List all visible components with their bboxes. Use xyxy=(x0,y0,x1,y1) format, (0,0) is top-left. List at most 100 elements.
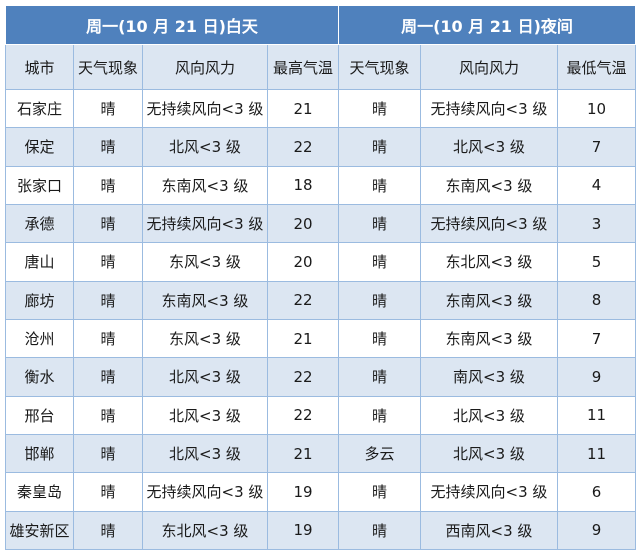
table-cell: 无持续风向<3 级 xyxy=(420,88,558,129)
table-cell: 晴 xyxy=(73,357,143,397)
column-header: 风向风力 xyxy=(420,44,558,90)
table-cell: 南风<3 级 xyxy=(420,357,558,397)
table-cell: 9 xyxy=(557,357,636,397)
table-cell: 东南风<3 级 xyxy=(420,318,558,359)
table-cell: 无持续风向<3 级 xyxy=(142,88,268,129)
table-cell: 晴 xyxy=(73,88,143,129)
table-cell: 晴 xyxy=(73,433,143,474)
table-cell: 北风<3 级 xyxy=(142,357,268,397)
table-cell: 邯郸 xyxy=(5,433,74,474)
column-header: 最低气温 xyxy=(557,44,636,90)
table-cell: 石家庄 xyxy=(5,88,74,129)
table-cell: 衡水 xyxy=(5,357,74,397)
day-title: 周一(10 月 21 日)白天 xyxy=(5,5,339,45)
table-cell: 22 xyxy=(267,357,339,397)
table-cell: 晴 xyxy=(338,242,421,282)
table-cell: 东南风<3 级 xyxy=(420,165,558,205)
table-cell: 晴 xyxy=(73,280,143,320)
table-cell: 晴 xyxy=(338,510,421,551)
table-cell: 北风<3 级 xyxy=(142,433,268,474)
table-cell: 晴 xyxy=(338,472,421,512)
column-header: 天气现象 xyxy=(338,44,421,90)
table-cell: 11 xyxy=(557,433,636,474)
table-cell: 廊坊 xyxy=(5,280,74,320)
column-header: 风向风力 xyxy=(142,44,268,90)
table-cell: 晴 xyxy=(73,242,143,282)
table-cell: 雄安新区 xyxy=(5,510,74,551)
table-cell: 无持续风向<3 级 xyxy=(420,472,558,512)
table-cell: 晴 xyxy=(338,165,421,205)
table-cell: 晴 xyxy=(73,472,143,512)
table-cell: 秦皇岛 xyxy=(5,472,74,512)
column-header: 最高气温 xyxy=(267,44,339,90)
table-cell: 10 xyxy=(557,88,636,129)
table-cell: 20 xyxy=(267,203,339,244)
table-cell: 多云 xyxy=(338,433,421,474)
table-cell: 东风<3 级 xyxy=(142,318,268,359)
night-title: 周一(10 月 21 日)夜间 xyxy=(338,5,636,45)
table-cell: 无持续风向<3 级 xyxy=(142,472,268,512)
table-cell: 晴 xyxy=(338,318,421,359)
table-cell: 晴 xyxy=(338,88,421,129)
table-cell: 3 xyxy=(557,203,636,244)
table-cell: 北风<3 级 xyxy=(420,395,558,435)
table-cell: 22 xyxy=(267,280,339,320)
table-cell: 西南风<3 级 xyxy=(420,510,558,551)
table-cell: 7 xyxy=(557,318,636,359)
table-cell: 北风<3 级 xyxy=(142,395,268,435)
table-cell: 东南风<3 级 xyxy=(420,280,558,320)
table-cell: 21 xyxy=(267,318,339,359)
table-cell: 22 xyxy=(267,127,339,167)
table-cell: 22 xyxy=(267,395,339,435)
table-cell: 18 xyxy=(267,165,339,205)
weather-table: 周一(10 月 21 日)白天 周一(10 月 21 日)夜间 城市 天气现象 风向风… xyxy=(5,5,636,551)
table-cell: 11 xyxy=(557,395,636,435)
table-cell: 晴 xyxy=(338,395,421,435)
table-cell: 邢台 xyxy=(5,395,74,435)
table-cell: 9 xyxy=(557,510,636,551)
table-row: 石家庄晴无持续风向<3 级 21 晴无持续风向<3 级 10 xyxy=(5,88,636,129)
table-cell: 晴 xyxy=(338,280,421,320)
table-cell: 晴 xyxy=(73,165,143,205)
column-header: 天气现象 xyxy=(73,44,143,90)
table-cell: 无持续风向<3 级 xyxy=(420,203,558,244)
table-cell: 4 xyxy=(557,165,636,205)
table-cell: 8 xyxy=(557,280,636,320)
table-cell: 东南风<3 级 xyxy=(142,165,268,205)
table-cell: 晴 xyxy=(73,127,143,167)
table-row: 邯郸晴北风<3 级 21 多云 北风<3 级 11 xyxy=(5,433,636,474)
table-row: 邢台晴北风<3 级 22 晴北风<3 级 11 xyxy=(5,395,636,435)
table-cell: 保定 xyxy=(5,127,74,167)
table-cell: 晴 xyxy=(73,203,143,244)
table-cell: 张家口 xyxy=(5,165,74,205)
table-cell: 晴 xyxy=(73,510,143,551)
table-cell: 晴 xyxy=(338,203,421,244)
table-cell: 北风<3 级 xyxy=(420,433,558,474)
table-cell: 北风<3 级 xyxy=(420,127,558,167)
table-cell: 7 xyxy=(557,127,636,167)
column-header: 城市 xyxy=(5,44,74,90)
table-cell: 东北风<3 级 xyxy=(420,242,558,282)
table-cell: 19 xyxy=(267,472,339,512)
table-cell: 19 xyxy=(267,510,339,551)
table-cell: 东风<3 级 xyxy=(142,242,268,282)
table-cell: 21 xyxy=(267,433,339,474)
table-cell: 晴 xyxy=(73,395,143,435)
table-cell: 东南风<3 级 xyxy=(142,280,268,320)
table-cell: 承德 xyxy=(5,203,74,244)
table-cell: 5 xyxy=(557,242,636,282)
table-cell: 沧州 xyxy=(5,318,74,359)
table-cell: 6 xyxy=(557,472,636,512)
table-cell: 晴 xyxy=(338,357,421,397)
table-cell: 唐山 xyxy=(5,242,74,282)
